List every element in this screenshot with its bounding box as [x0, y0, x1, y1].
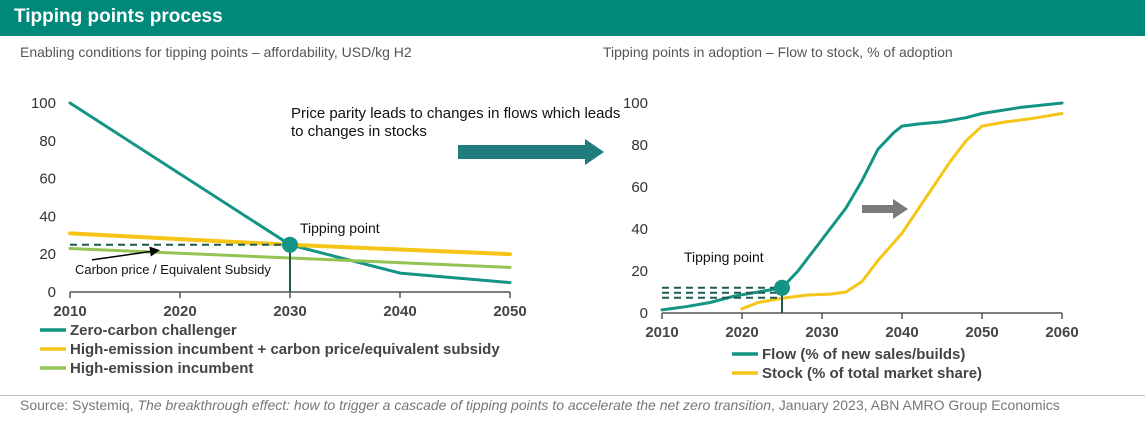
right-legend-label: Stock (% of total market share)	[762, 365, 982, 382]
source-suffix: , January 2023, ABN AMRO Group Economics	[771, 397, 1060, 413]
left-tipping-point-label: Tipping point	[300, 220, 380, 236]
left-y-tick-label: 20	[39, 246, 56, 263]
left-legend-label: High-emission incumbent + carbon price/e…	[70, 341, 500, 358]
source-report-title: The breakthrough effect: how to trigger …	[137, 397, 772, 413]
right-x-tick-label: 2030	[805, 324, 838, 341]
header-bar: Tipping points process	[0, 0, 1145, 36]
left-y-tick-label: 0	[48, 284, 56, 301]
left-y-tick-label: 80	[39, 133, 56, 150]
carbon-price-arrow	[91, 246, 160, 261]
left-y-tick-label: 60	[39, 171, 56, 188]
right-y-tick-label: 80	[631, 137, 648, 154]
right-x-tick-label: 2010	[645, 324, 678, 341]
right-tipping-point-marker	[774, 279, 790, 296]
right-series-line	[660, 101, 1064, 312]
middle-note-line: Price parity leads to changes in flows w…	[291, 105, 620, 122]
right-x-tick-label: 2020	[725, 324, 758, 341]
left-x-tick-label: 2030	[273, 303, 306, 320]
left-y-tick-label: 100	[31, 95, 56, 112]
right-x-tick-label: 2050	[965, 324, 998, 341]
left-tipping-point-marker	[282, 236, 298, 253]
middle-note-line: to changes in stocks	[291, 123, 427, 140]
right-series-line	[740, 112, 1064, 311]
carbon-price-label: Carbon price / Equivalent Subsidy	[75, 262, 271, 277]
right-y-tick-label: 100	[623, 95, 648, 112]
left-chart-title: Enabling conditions for tipping points –…	[20, 44, 412, 60]
right-chart-title: Tipping points in adoption – Flow to sto…	[603, 44, 953, 60]
footer-divider	[0, 395, 1145, 396]
left-legend-label: Zero-carbon challenger	[70, 322, 237, 339]
right-tipping-point-label: Tipping point	[684, 249, 764, 265]
left-x-tick-label: 2050	[493, 303, 526, 320]
left-x-tick-label: 2040	[383, 303, 416, 320]
source-note: Source: Systemiq, The breakthrough effec…	[20, 397, 1130, 414]
right-y-tick-label: 20	[631, 263, 648, 280]
right-y-tick-label: 60	[631, 179, 648, 196]
right-y-tick-label: 0	[640, 305, 648, 322]
page-title: Tipping points process	[14, 6, 223, 27]
middle-note: Price parity leads to changes in flows w…	[291, 105, 620, 140]
left-y-tick-label: 40	[39, 208, 56, 225]
right-y-tick-label: 40	[631, 221, 648, 238]
shift-arrow	[862, 199, 908, 219]
left-x-tick-label: 2010	[53, 303, 86, 320]
source-prefix: Source: Systemiq,	[20, 397, 138, 413]
right-x-tick-label: 2060	[1045, 324, 1078, 341]
right-x-tick-label: 2040	[885, 324, 918, 341]
right-legend-label: Flow (% of new sales/builds)	[762, 346, 965, 363]
left-x-tick-label: 2020	[163, 303, 196, 320]
left-legend-label: High-emission incumbent	[70, 360, 253, 377]
flow-to-stock-arrow	[458, 139, 604, 165]
